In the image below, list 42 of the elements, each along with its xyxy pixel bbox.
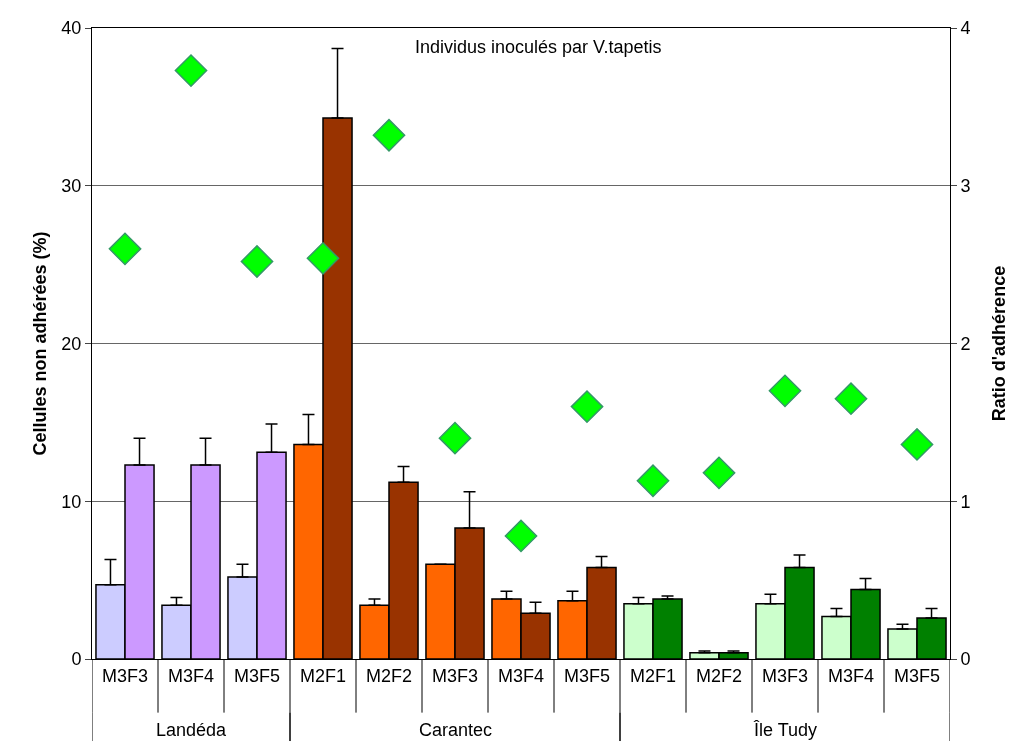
point <box>636 464 670 498</box>
y2-tick-label: 1 <box>960 491 971 512</box>
y-tick-label: 40 <box>61 18 82 39</box>
text: Landéda <box>156 720 228 740</box>
x-tick-label: M2F1 <box>629 665 677 686</box>
y2-tick-label: 3 <box>960 176 971 197</box>
x-tick-label: M3F4 <box>497 665 545 686</box>
x-tick-label: M3F5 <box>893 665 941 686</box>
point <box>108 232 142 266</box>
y-axis-title: Cellules non adhérées (%) <box>30 231 50 456</box>
y-tick-label: 0 <box>71 649 82 670</box>
x-tick-label: M3F5 <box>233 665 281 686</box>
text: Carantec <box>419 720 493 740</box>
point <box>438 421 472 455</box>
y2-tick-label: 2 <box>960 333 971 354</box>
x-tick-label: M3F4 <box>167 665 215 686</box>
point <box>174 54 208 87</box>
x-tick-label: M3F5 <box>563 665 611 686</box>
x-tick-label: M2F1 <box>299 665 347 686</box>
y-tick-label: 30 <box>61 176 82 197</box>
point <box>834 382 868 416</box>
x-tick-label: M3F3 <box>431 665 479 686</box>
point <box>900 428 934 461</box>
point <box>702 456 736 490</box>
y2-tick-label: 0 <box>960 649 971 670</box>
y-tick-label: 20 <box>61 333 82 354</box>
x-tick-label: M2F2 <box>365 665 413 686</box>
x-tick-label: M3F3 <box>101 665 149 686</box>
point <box>768 374 802 408</box>
point <box>372 118 406 152</box>
x-tick-label: M3F3 <box>761 665 809 686</box>
y2-axis-title: Ratio d'adhérence <box>989 265 1009 422</box>
text: Île Tudy <box>753 720 818 740</box>
y-tick-label: 10 <box>61 491 82 512</box>
annotation: Individus inoculés par V.tapetis <box>415 37 662 57</box>
y2-tick-label: 4 <box>960 18 971 39</box>
point <box>240 245 274 278</box>
point <box>504 519 538 553</box>
x-tick-label: M2F2 <box>695 665 743 686</box>
point <box>306 241 340 275</box>
x-tick-label: M3F4 <box>827 665 875 686</box>
point <box>570 390 604 423</box>
